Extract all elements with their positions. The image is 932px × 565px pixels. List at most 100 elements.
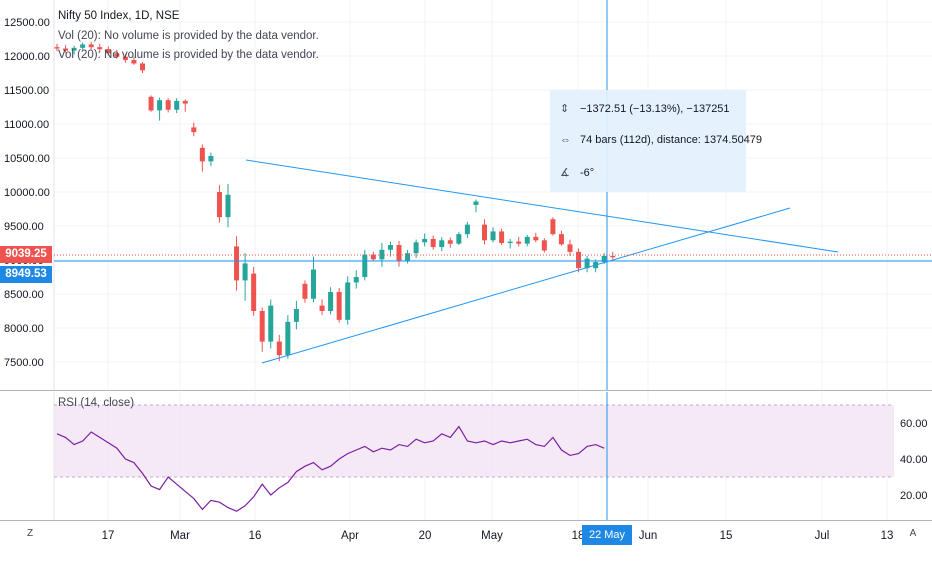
measure-bars: 74 bars (112d), distance: 1374.50479 [580,134,763,146]
candle[interactable] [199,144,205,172]
candle[interactable] [88,41,94,50]
candle[interactable] [105,46,111,56]
auto-scale-button[interactable]: A [909,528,917,539]
candle[interactable] [285,315,291,359]
timezone-button[interactable]: Z [26,528,34,539]
candle[interactable] [191,122,197,137]
candle-body [54,47,60,49]
rsi-tick-label: 60.00 [900,418,928,430]
trend-line-upper [245,159,839,253]
candle[interactable] [541,238,547,253]
price-tick-label: 8500.00 [4,289,44,301]
time-tick-label: Jun [639,530,658,542]
candle-body [216,192,222,218]
candle[interactable] [387,241,393,257]
price-chart-svg[interactable]: 12500.00 12000.00 11500.00 11000.00 10500.00… [0,0,932,390]
candle[interactable] [576,248,582,273]
price-pane[interactable]: 12500.00 12000.00 11500.00 11000.00 10500.00… [0,0,932,390]
candle[interactable] [54,43,60,52]
candle[interactable] [268,299,274,349]
candle[interactable] [464,221,470,239]
rsi-chart-svg[interactable]: 60.00 40.00 20.00 [0,392,932,520]
candle[interactable] [122,53,128,63]
candle[interactable] [353,270,359,289]
candle[interactable] [97,43,103,52]
time-tick-label: Mar [170,530,190,542]
candle[interactable] [567,239,573,256]
candle[interactable] [482,219,487,245]
candle[interactable] [276,334,282,362]
volume-note-1: Vol (20): No volume is provided by the d… [58,30,319,42]
candle-body [276,341,282,356]
candle-body [473,201,479,205]
rsi-pane[interactable]: 60.00 40.00 20.00 RSI (14, close) [0,392,932,520]
candle[interactable] [174,98,180,114]
candle[interactable] [80,42,86,50]
candle[interactable] [507,238,513,249]
candle[interactable] [328,287,334,315]
candle-body [413,242,419,254]
candle[interactable] [148,95,154,112]
candle[interactable] [473,199,479,213]
candle[interactable] [157,97,163,121]
candle[interactable] [216,185,222,223]
candle-body [105,49,111,54]
candle[interactable] [413,239,419,258]
candle[interactable] [63,45,69,53]
candle-body [362,254,368,277]
rsi-title[interactable]: RSI (14, close) [58,397,135,409]
candle-body [447,240,453,244]
candle-body [165,100,171,110]
time-tick-label: 16 [249,530,262,542]
candle[interactable] [584,255,590,273]
candle[interactable] [225,183,231,228]
candle[interactable] [259,307,265,352]
candle-body [191,127,197,133]
candle[interactable] [140,62,145,73]
candle[interactable] [114,49,120,59]
pane-separator[interactable] [0,390,932,391]
candle-body [336,291,342,320]
candle[interactable] [336,287,342,323]
candle[interactable] [234,236,240,291]
candle-body [610,255,616,258]
measure-bars-row: ⇔ 74 bars (112d), distance: 1374.50479 [560,134,762,146]
candle[interactable] [490,227,496,243]
candle[interactable] [533,232,539,243]
candle-body [293,308,299,322]
candle[interactable] [550,217,556,236]
candle[interactable] [516,236,522,247]
candle[interactable] [182,99,188,112]
time-axis[interactable]: 17 Mar 16 Apr 20 May 18 Jun 15 Jul 13 22 May '20 Z… [0,520,932,561]
candle-body [405,253,411,261]
candle[interactable] [319,299,325,316]
candle[interactable] [447,237,453,248]
candle[interactable] [302,280,308,303]
time-tick-label: Apr [341,530,359,542]
candle[interactable] [362,249,368,281]
candle[interactable] [430,235,436,250]
candle[interactable] [131,56,137,65]
candle-body [576,251,582,269]
candle[interactable] [311,256,316,303]
rsi-tick-label: 20.00 [900,490,928,502]
candle[interactable] [345,276,351,325]
candle[interactable] [251,266,257,316]
candle[interactable] [370,251,376,261]
candle[interactable] [456,232,462,246]
candle[interactable] [524,234,530,247]
candle[interactable] [165,98,171,113]
candle[interactable] [396,240,402,267]
candle[interactable] [422,233,428,247]
candle[interactable] [293,300,299,330]
candle[interactable] [208,152,214,167]
candle[interactable] [71,45,77,55]
rsi-band [54,405,894,477]
candle[interactable] [558,230,564,246]
candle[interactable] [610,251,616,260]
candle[interactable] [499,228,505,246]
time-tick-label: May [481,530,503,542]
price-tick-label: 12500.00 [4,17,50,29]
symbol-title[interactable]: Nifty 50 Index, 1D, NSE [58,10,180,22]
candle[interactable] [439,236,445,252]
